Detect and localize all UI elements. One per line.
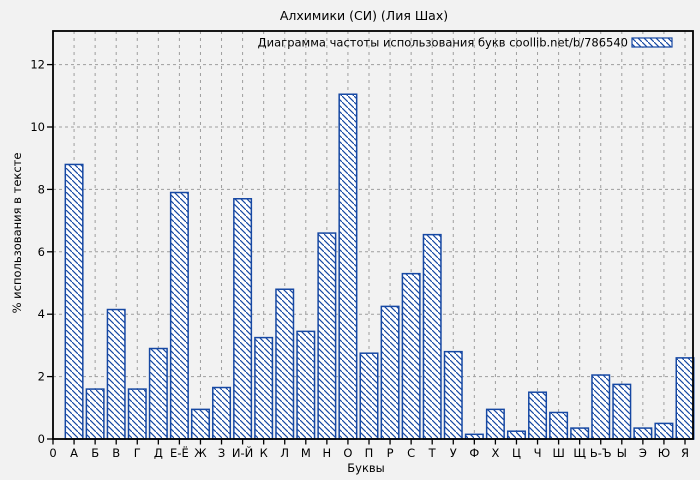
bar-Е-Ё [169,191,189,440]
bar-Л [275,288,295,440]
bar-Р [380,305,400,440]
x-tick-label-Н: Н [323,446,332,460]
bar-К [254,336,274,440]
x-tick-label-Ы: Ы [617,446,627,460]
x-tick-label-Р: Р [387,446,394,460]
bar-З [212,386,232,440]
x-tick-label-З: З [218,446,225,460]
y-tick-labels: 0 2 4 6 8 10 12 [30,58,45,446]
bar-М [296,330,316,440]
y-tick-label-2: 2 [38,370,45,384]
x-tick-label-Д: Д [154,446,163,460]
bar-В [106,308,126,440]
x-tick-labels: 0 А Б В Г Д Е-Ё Ж З И-Й К Л М Н О П Р С Т У Ф Х Ц Ч Ш Щ Ь-Ъ Ы Э Ю Я [49,445,689,460]
bar-Н [317,232,337,440]
x-tick-label-Л: Л [280,446,289,460]
x-tick-label-Ж: Ж [194,446,207,460]
x-axis-label: Буквы [347,461,385,475]
x-tick-label-А: А [70,446,78,460]
legend-swatch-icon [631,37,673,48]
bar-Д [148,347,168,440]
legend-label: Диаграмма частоты использования букв coo… [258,36,628,50]
y-tick-label-0: 0 [38,432,45,446]
bar-И-Й [233,198,253,440]
bar-Я [675,357,695,440]
x-tick-label-Ш: Ш [552,446,564,460]
x-tick-label-М: М [301,446,311,460]
bar-Т [422,233,442,440]
x-tick-label-Ь-Ъ: Ь-Ъ [590,446,612,460]
bar-Ц [506,430,526,440]
bar-А [64,163,84,440]
bar-Ч [528,391,548,440]
x-tick-label-Ц: Ц [512,446,521,460]
bar-Г [127,388,147,440]
bar-Ж [190,408,210,440]
chart-title: Алхимики (СИ) (Лия Шах) [280,8,448,23]
x-tick-label-Х: Х [491,446,499,460]
x-tick-label-Щ: Щ [573,446,586,460]
y-tick-label-8: 8 [38,182,45,196]
x-tick-label-Е-Ё: Е-Ё [170,445,189,460]
bar-С [401,272,421,440]
y-axis-label: % использования в тексте [10,153,24,314]
y-tick-label-4: 4 [38,307,45,321]
bar-У [443,350,463,440]
y-tick-label-10: 10 [30,120,45,134]
x-tick-label-Ф: Ф [469,446,479,460]
x-tick-label-Ю: Ю [658,446,670,460]
x-tick-label-К: К [260,446,268,460]
bar-Ю [654,422,674,440]
x-tick-label-Э: Э [639,446,647,460]
x-tick-label-Г: Г [134,446,141,460]
bar-О [338,93,358,440]
x-tick-label-П: П [365,446,374,460]
x-tick-label-Т: Т [428,446,437,460]
x-tick-label-С: С [407,446,415,460]
x-tick-label-Я: Я [681,446,689,460]
x-tick-label-У: У [450,446,457,460]
bar-Ш [549,411,569,440]
bar-Щ [570,427,590,440]
y-tick-label-6: 6 [38,245,45,259]
x-tick-label-В: В [112,446,120,460]
axis-ticks [47,63,686,445]
bars [64,93,695,440]
bar-Б [85,388,105,440]
x-tick-label-О: О [343,446,352,460]
bar-Ы [612,383,632,440]
x-tick-label-И-Й: И-Й [232,445,253,460]
y-tick-label-12: 12 [30,58,45,72]
bar-Э [633,427,653,440]
x-tick-label-0: 0 [49,446,56,460]
plot-border [52,30,694,440]
bar-Х [485,408,505,440]
bar-П [359,352,379,440]
x-tick-label-Ч: Ч [534,446,542,460]
bar-Ь-Ъ [591,374,611,440]
x-tick-label-Б: Б [91,446,99,460]
